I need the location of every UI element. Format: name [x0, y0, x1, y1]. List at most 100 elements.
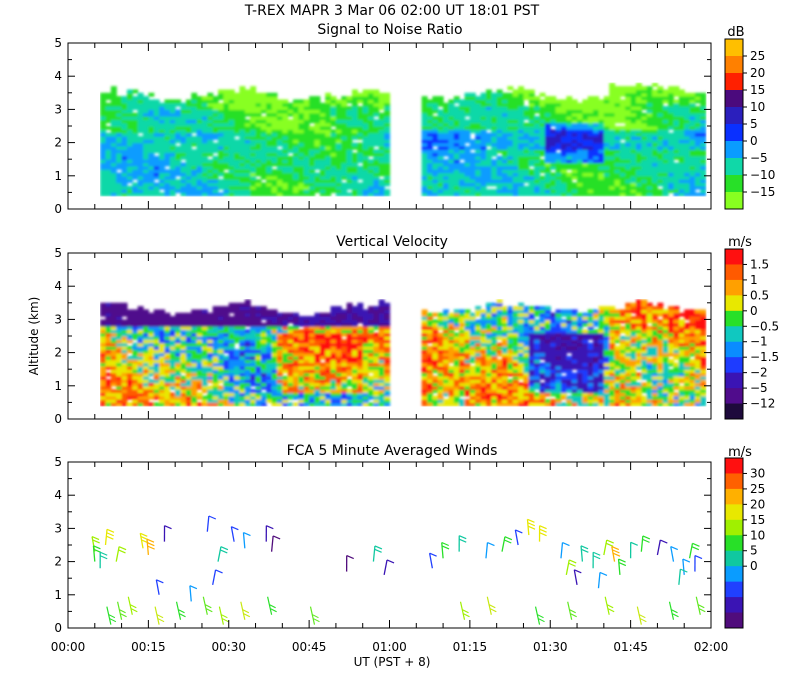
heatmap-cell	[539, 132, 546, 137]
heatmap-cell	[384, 106, 391, 110]
heatmap-cell	[244, 339, 251, 344]
heatmap-cell	[357, 372, 364, 377]
heatmap-cell	[427, 395, 433, 400]
heatmap-cell	[239, 322, 246, 327]
heatmap-cell	[335, 399, 342, 403]
heatmap-cell	[287, 345, 294, 350]
heatmap-cell	[148, 395, 155, 400]
heatmap-cell	[646, 142, 653, 147]
heatmap-cell	[609, 185, 616, 190]
heatmap-cell	[668, 165, 675, 170]
heatmap-cell	[228, 326, 235, 330]
heatmap-cell	[164, 179, 171, 184]
heatmap-cell	[437, 355, 444, 360]
heatmap-cell	[421, 312, 428, 317]
heatmap-cell	[116, 399, 123, 403]
heatmap-cell	[271, 139, 278, 144]
heatmap-cell	[544, 102, 551, 107]
heatmap-cell	[105, 379, 112, 384]
heatmap-cell	[475, 106, 482, 110]
heatmap-cell	[368, 165, 375, 170]
heatmap-cell	[689, 192, 696, 197]
heatmap-cell	[346, 349, 353, 354]
heatmap-cell	[250, 132, 257, 137]
heatmap-cell	[207, 152, 214, 157]
heatmap-cell	[357, 182, 364, 187]
heatmap-cell	[260, 119, 267, 124]
heatmap-cell	[293, 389, 300, 394]
heatmap-cell	[378, 392, 385, 397]
heatmap-cell	[351, 145, 358, 150]
heatmap-cell	[169, 319, 176, 324]
heatmap-cell	[427, 312, 433, 317]
heatmap-cell	[668, 126, 675, 130]
heatmap-cell	[432, 102, 439, 107]
heatmap-cell	[432, 192, 439, 197]
heatmap-cell	[335, 116, 342, 120]
heatmap-cell	[303, 349, 310, 354]
heatmap-cell	[582, 169, 589, 174]
heatmap-cell	[260, 336, 267, 340]
heatmap-cell	[646, 92, 653, 97]
heatmap-cell	[544, 149, 551, 154]
heatmap-cell	[180, 126, 187, 130]
heatmap-cell	[218, 352, 224, 357]
heatmap-cell	[689, 185, 696, 190]
heatmap-cell	[453, 129, 460, 134]
heatmap-cell	[175, 312, 182, 317]
heatmap-cell	[443, 132, 450, 137]
heatmap-cell	[319, 185, 326, 190]
heatmap-cell	[137, 182, 144, 187]
heatmap-cell	[684, 139, 691, 144]
heatmap-cell	[228, 359, 235, 364]
heatmap-cell	[443, 392, 450, 397]
heatmap-cell	[657, 135, 664, 140]
heatmap-cell	[357, 369, 364, 374]
heatmap-cell	[201, 149, 208, 154]
heatmap-cell	[512, 162, 519, 167]
heatmap-cell	[218, 319, 224, 324]
heatmap-cell	[314, 99, 321, 104]
heatmap-cell	[464, 182, 471, 187]
heatmap-cell	[223, 345, 230, 350]
heatmap-cell	[298, 192, 305, 197]
heatmap-cell	[132, 189, 139, 193]
heatmap-cell	[587, 106, 594, 110]
heatmap-cell	[319, 312, 326, 317]
heatmap-cell	[625, 169, 632, 174]
heatmap-cell	[244, 336, 251, 340]
heatmap-cell	[330, 165, 337, 170]
heatmap-cell	[534, 152, 541, 157]
heatmap-cell	[196, 129, 203, 134]
heatmap-cell	[491, 182, 498, 187]
heatmap-cell	[603, 155, 610, 160]
heatmap-cell	[121, 332, 128, 337]
heatmap-cell	[330, 162, 337, 167]
heatmap-cell	[185, 345, 192, 350]
heatmap-cell	[571, 122, 578, 127]
heatmap-cell	[335, 109, 342, 114]
heatmap-cell	[625, 175, 632, 180]
heatmap-cell	[544, 162, 551, 167]
heatmap-cell	[298, 152, 305, 157]
heatmap-cell	[593, 116, 600, 120]
heatmap-cell	[260, 96, 267, 101]
heatmap-cell	[335, 379, 342, 384]
heatmap-cell	[625, 152, 632, 157]
heatmap-cell	[673, 149, 680, 154]
heatmap-cell	[502, 185, 508, 190]
heatmap-cell	[260, 159, 267, 164]
heatmap-cell	[491, 102, 498, 107]
heatmap-cell	[132, 185, 139, 190]
heatmap-cell	[266, 365, 273, 370]
heatmap-cell	[544, 99, 551, 104]
heatmap-cell	[335, 402, 342, 407]
heatmap-cell	[673, 106, 680, 110]
heatmap-cell	[443, 385, 450, 390]
heatmap-cell	[164, 116, 171, 120]
heatmap-cell	[164, 149, 171, 154]
heatmap-cell	[582, 135, 589, 140]
heatmap-cell	[201, 385, 208, 390]
heatmap-cell	[684, 122, 691, 127]
